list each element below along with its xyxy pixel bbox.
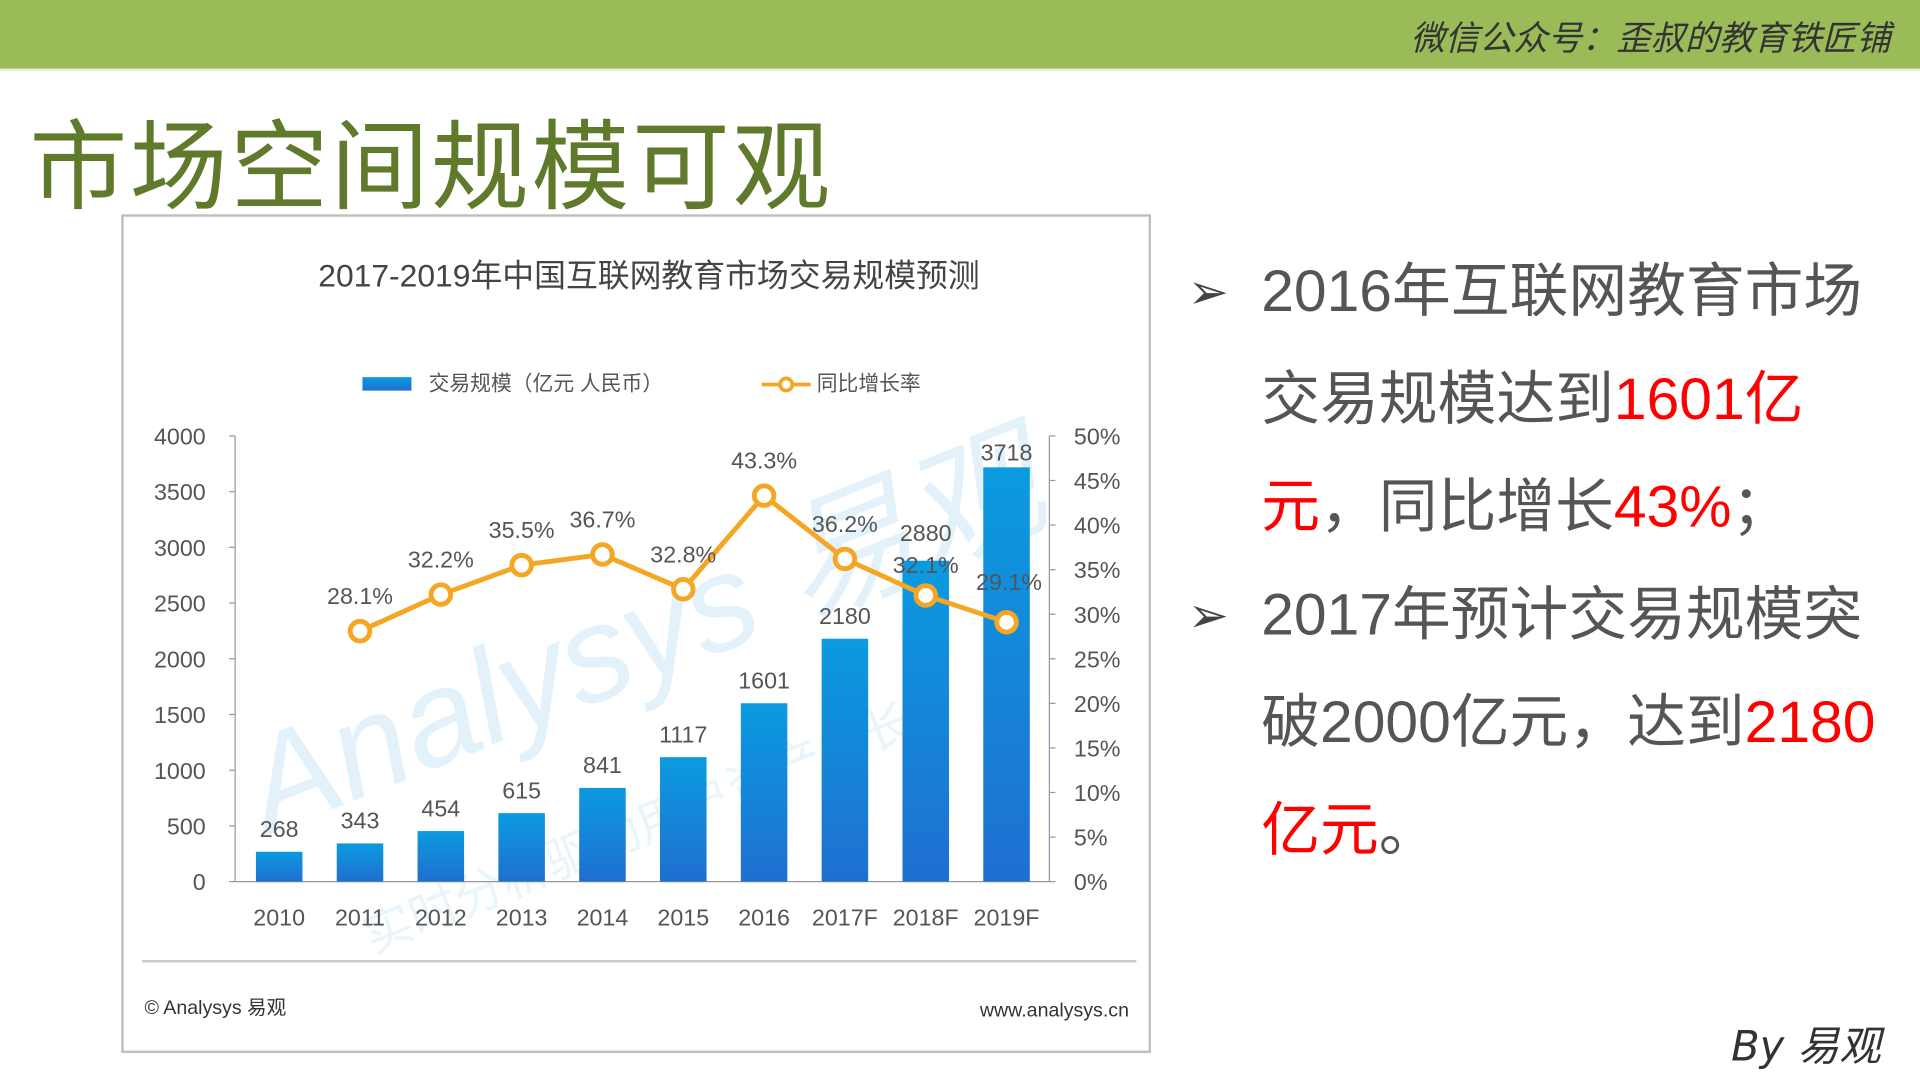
growth-point-2018F <box>913 583 938 608</box>
bullet-item: ➢ 2017年预计交易规模突破2000亿元，达到2180亿元。 <box>1188 562 1886 885</box>
y-right-tick-label: 40% <box>1074 513 1121 539</box>
x-tick-label: 2019F <box>974 905 1040 931</box>
bar-2019F <box>983 467 1030 882</box>
bar-value-label: 1117 <box>659 721 707 747</box>
growth-value-label: 32.1% <box>893 552 959 578</box>
y-right-tick-label: 30% <box>1074 602 1121 628</box>
y-left-tick-label: 1500 <box>154 702 206 728</box>
legend-bar-label: 交易规模（亿元 人民币） <box>429 373 664 396</box>
x-tick-label: 2012 <box>415 905 467 931</box>
growth-value-label: 35.5% <box>489 517 555 543</box>
y-right-tick-label: 50% <box>1074 423 1121 449</box>
growth-value-label: 43.3% <box>731 448 797 474</box>
y-left-tick-label: 500 <box>167 813 206 839</box>
arrow-bullet-icon: ➢ <box>1187 265 1229 320</box>
legend-line-marker <box>778 376 795 393</box>
y-left-tick-label: 1000 <box>154 758 206 784</box>
y-left-tick-label: 2500 <box>154 591 206 617</box>
bullet-text: 。 <box>1378 798 1438 864</box>
bar-value-label: 615 <box>502 777 541 803</box>
growth-point-2016 <box>751 483 777 508</box>
x-tick-label: 2011 <box>335 905 385 931</box>
growth-value-label: 32.8% <box>650 541 716 567</box>
y-right-tick-label: 10% <box>1074 780 1121 806</box>
growth-value-label: 36.7% <box>569 507 635 533</box>
bar-value-label: 2180 <box>819 603 871 629</box>
x-tick-label: 2010 <box>253 905 305 931</box>
bar-value-label: 343 <box>341 808 380 834</box>
bar-value-label: 454 <box>421 795 460 821</box>
bar-2010 <box>255 851 303 882</box>
bullet-text: 2016年互联网教育市场交易规模达到 <box>1261 259 1863 433</box>
growth-point-2015 <box>671 577 696 602</box>
growth-value-label: 29.1% <box>976 569 1042 595</box>
wechat-account-label: 微信公众号：歪叔的教育铁匠铺 <box>1410 18 1891 59</box>
growth-point-2017F <box>832 546 858 572</box>
y-right-tick-label: 0% <box>1074 869 1108 895</box>
bar-2017F <box>821 638 869 882</box>
y-right-tick-label: 45% <box>1074 468 1121 494</box>
bar-value-label: 268 <box>260 816 299 842</box>
bar-value-label: 2880 <box>900 520 952 546</box>
growth-value-label: 28.1% <box>327 583 393 609</box>
growth-point-2013 <box>509 552 534 578</box>
bar-value-label: 841 <box>583 752 622 778</box>
x-tick-label: 2013 <box>496 905 548 931</box>
chart-panel: Analysys 易观 实时分析驱动用户资产成长 2017-2019年中国互联网教育… <box>121 214 1152 1054</box>
chart-title: 2017-2019年中国互联网教育市场交易规模预测 <box>318 258 979 294</box>
bullet-text: ； <box>1731 475 1791 541</box>
y-right-tick-label: 5% <box>1074 825 1108 851</box>
chart: Analysys 易观实时分析驱动用户资产成长2017-2019年中国互联网教育… <box>142 258 1137 1021</box>
highlight-text: 1601亿元 <box>1261 367 1804 541</box>
bar-2015 <box>660 757 707 882</box>
y-right-tick-label: 35% <box>1074 557 1121 583</box>
x-tick-label: 2016 <box>738 905 790 931</box>
y-right-tick-label: 20% <box>1074 691 1121 717</box>
growth-point-2014 <box>590 542 615 567</box>
growth-point-2019F <box>994 609 1019 635</box>
growth-value-label: 32.2% <box>408 547 474 573</box>
highlight-text: 43% <box>1613 475 1732 541</box>
bar-2014 <box>579 787 626 882</box>
bar-2012 <box>417 831 465 882</box>
bar-value-label: 3718 <box>981 439 1033 465</box>
bullet-list: ➢ 2016年互联网教育市场交易规模达到1601亿元，同比增长43%； ➢ 2017年… <box>1188 239 1886 886</box>
y-left-tick-label: 3500 <box>154 479 206 505</box>
bar-2016 <box>740 703 788 882</box>
highlight-text: 2180亿元 <box>1261 690 1876 864</box>
x-tick-label: 2015 <box>657 905 709 931</box>
legend-line-label: 同比增长率 <box>817 373 921 396</box>
source-label: © Analysys 易观 <box>144 997 286 1019</box>
y-right-tick-label: 25% <box>1074 646 1121 672</box>
x-tick-label: 2014 <box>577 905 629 931</box>
header-bar: 微信公众号：歪叔的教育铁匠铺 <box>0 0 1920 72</box>
bar-value-label: 1601 <box>738 668 790 694</box>
bullet-text: ，同比增长 <box>1320 475 1614 541</box>
y-left-tick-label: 2000 <box>154 646 206 672</box>
y-left-tick-label: 3000 <box>154 535 206 561</box>
bullet-item: ➢ 2016年互联网教育市场交易规模达到1601亿元，同比增长43%； <box>1188 239 1886 562</box>
y-left-tick-label: 0 <box>193 869 206 895</box>
growth-point-2012 <box>428 582 454 607</box>
source-url: www.analysys.cn <box>979 999 1129 1021</box>
bar-2011 <box>336 843 384 882</box>
growth-point-2011 <box>347 618 373 644</box>
bullet-text: 2017年预计交易规模突破2000亿元，达到 <box>1261 582 1863 756</box>
arrow-bullet-icon: ➢ <box>1187 588 1229 643</box>
legend-bar-swatch <box>362 377 412 391</box>
y-right-tick-label: 15% <box>1074 735 1121 761</box>
byline: By 易观 <box>1731 1022 1881 1072</box>
x-tick-label: 2017F <box>812 905 878 931</box>
y-left-tick-label: 4000 <box>154 423 206 449</box>
x-tick-label: 2018F <box>893 905 959 931</box>
bar-2018F <box>902 560 949 882</box>
slide-title: 市场空间规模可观 <box>29 110 833 225</box>
growth-value-label: 36.2% <box>812 511 878 537</box>
bar-2013 <box>498 813 545 882</box>
